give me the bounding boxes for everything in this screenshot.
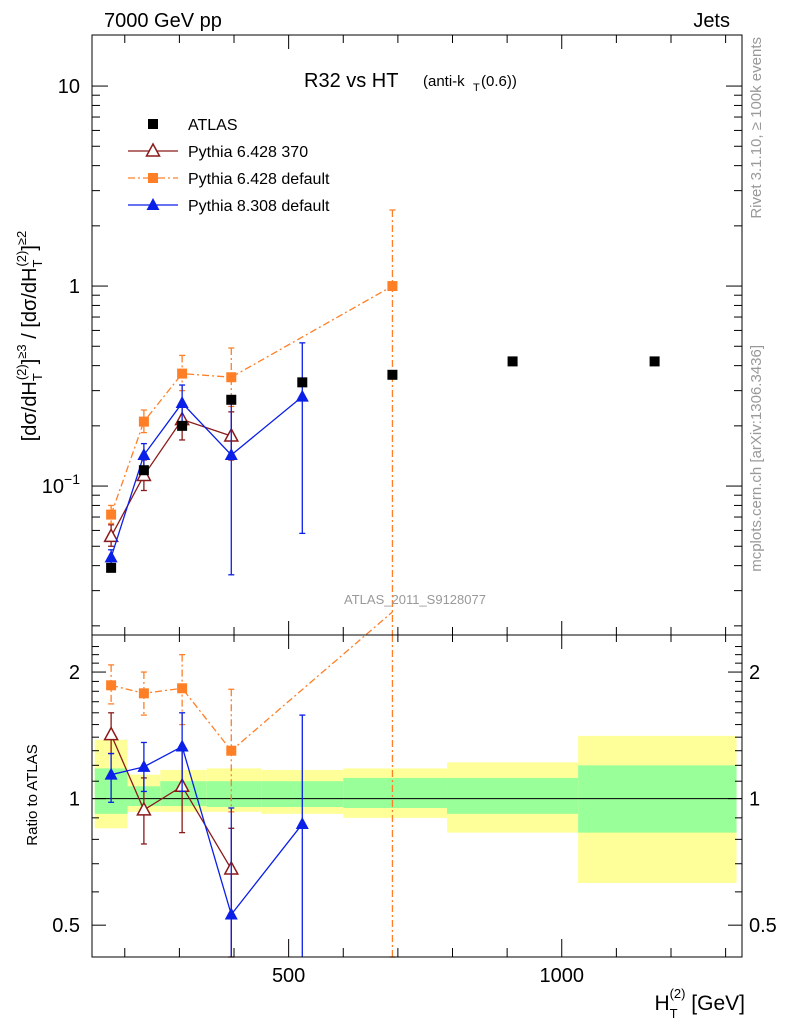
data-point	[297, 377, 308, 388]
uncertainty-band-inner	[206, 781, 262, 808]
data-point	[507, 356, 518, 367]
series-pythia-8-308-default	[104, 712, 309, 957]
data-point	[138, 416, 149, 427]
legend-marker	[145, 142, 161, 157]
legend-marker	[148, 173, 158, 183]
y-tick-label: 10	[58, 76, 80, 98]
y-axis-title-main: [dσ/dHT(2)]≥3 / [dσ/dHT(2)]≥2	[14, 231, 45, 442]
series-pythia-6-428-default	[106, 209, 398, 635]
series-line-pythia-6-428-default	[110, 285, 393, 515]
data-point	[295, 817, 309, 830]
y-tick-label: 0.5	[52, 915, 80, 937]
main-series-layer	[103, 209, 660, 635]
data-point	[138, 465, 149, 476]
data-point	[224, 907, 238, 920]
y-tick-exp: −1	[64, 471, 80, 487]
chart-title-sub: (anti-k	[423, 73, 465, 90]
legend-item-pythia-6-428-370: Pythia 6.428 370	[128, 142, 308, 161]
data-point	[177, 683, 188, 694]
data-point	[177, 368, 188, 379]
legend-item-atlas: ATLAS	[148, 117, 238, 134]
chart-title-sub-end: (0.6))	[481, 73, 517, 90]
data-point	[649, 356, 660, 367]
data-point	[387, 369, 398, 380]
data-point	[104, 550, 118, 563]
ratio-panel: 0.5 0.5 1 1 2 2 500 1000	[52, 611, 777, 987]
data-point	[106, 509, 117, 520]
data-point	[136, 801, 152, 816]
legend-label: Pythia 6.428 default	[188, 171, 330, 188]
x-axis-title: HT(2) [GeV]	[654, 986, 745, 1021]
legend-item-pythia-6-428-default: Pythia 6.428 default	[128, 171, 330, 188]
ratio-frame	[91, 634, 743, 958]
series-pythia-6-428-default	[106, 611, 396, 958]
y-tick-label: 10−1	[42, 471, 80, 498]
y-tick-label: 1	[69, 789, 80, 811]
series-pythia-8-308-default	[104, 342, 309, 576]
series-pythia-6-428-370	[103, 402, 240, 547]
uncertainty-band-inner	[447, 777, 579, 814]
legend-label: Pythia 8.308 default	[188, 198, 330, 215]
data-point	[175, 739, 189, 752]
chart-title: R32 vs HT	[304, 70, 398, 92]
data-point	[226, 394, 237, 405]
y-tick-label-right: 0.5	[749, 915, 777, 937]
ratio-bands	[94, 735, 737, 883]
side-label-bottom: mcplots.cern.ch [arXiv:1306.3436]	[748, 345, 765, 572]
y-tick-base: 10	[42, 476, 64, 498]
data-point	[387, 281, 398, 292]
y-tick-label-right: 2	[749, 662, 760, 684]
uncertainty-band-inner	[343, 777, 448, 808]
data-point	[295, 389, 309, 402]
data-point	[226, 372, 237, 383]
data-point	[138, 688, 149, 699]
series-line-pythia-6-428-370	[110, 734, 232, 870]
watermark: ATLAS_2011_S9128077	[344, 592, 486, 607]
header-right: Jets	[693, 10, 730, 32]
y-axis-title-ratio: Ratio to ATLAS	[24, 744, 41, 845]
series-line-pythia-6-428-370	[110, 418, 232, 537]
data-point	[175, 396, 189, 409]
data-point	[106, 680, 117, 691]
x-tick-label: 500	[272, 965, 305, 987]
series-line-pythia-6-428-default	[110, 611, 393, 752]
data-point	[104, 767, 118, 780]
y-tick-label: 1	[69, 276, 80, 298]
y-tick-label-right: 1	[749, 789, 760, 811]
data-point	[226, 745, 237, 756]
data-point	[103, 527, 119, 543]
ratio-ticks: 0.5 0.5 1 1 2 2 500 1000	[52, 635, 777, 987]
y-tick-label: 2	[69, 662, 80, 684]
legend: ATLAS Pythia 6.428 370 Pythia 6.428 defaul…	[128, 117, 330, 215]
data-point	[177, 420, 188, 431]
side-label-top: Rivet 3.1.10, ≥ 100k events	[748, 37, 765, 219]
data-point	[137, 759, 151, 772]
legend-label: ATLAS	[188, 117, 238, 134]
ratio-series-layer	[103, 611, 396, 958]
legend-label: Pythia 6.428 370	[188, 144, 308, 161]
svg-text:[dσ/dHT(2)]≥3 / [dσ/dHT(2)]≥2: [dσ/dHT(2)]≥3 / [dσ/dHT(2)]≥2	[14, 231, 45, 442]
x-tick-label: 1000	[539, 965, 584, 987]
legend-item-pythia-8-308-default: Pythia 8.308 default	[128, 198, 330, 215]
data-point	[224, 447, 238, 460]
data-point	[106, 562, 117, 573]
series-atlas	[106, 356, 660, 573]
data-point	[103, 726, 119, 741]
legend-marker	[146, 198, 160, 210]
chart-title-sub-index: T	[473, 82, 480, 94]
legend-marker	[148, 119, 158, 129]
header-left: 7000 GeV pp	[104, 10, 222, 32]
data-point	[137, 447, 151, 460]
